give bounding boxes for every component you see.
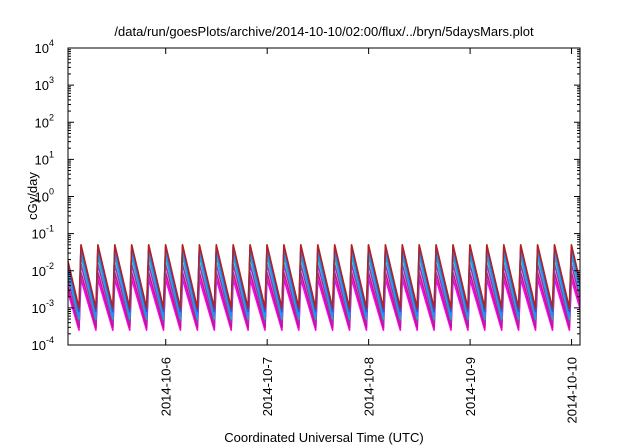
y-tick-label: 10-4	[32, 335, 54, 353]
series-layer	[68, 244, 580, 331]
y-tick-label: 10-1	[32, 224, 54, 242]
y-tick-label: 10-2	[32, 261, 54, 279]
x-tick-label: 2014-10-7	[260, 357, 275, 416]
x-tick-label: 2014-10-10	[565, 357, 580, 424]
x-tick-label: 2014-10-8	[362, 357, 377, 416]
x-tick-label: 2014-10-9	[463, 357, 478, 416]
y-tick-label: 102	[35, 112, 54, 130]
y-tick-label: 100	[35, 187, 54, 205]
y-tick-label: 104	[35, 38, 54, 56]
chart-title: /data/run/goesPlots/archive/2014-10-10/0…	[114, 24, 534, 39]
axes-layer: 10-4 10-3 10-2 10-1 100 101 102 103 104 2014-10-6…	[32, 38, 580, 424]
x-axis-label: Coordinated Universal Time (UTC)	[224, 430, 423, 445]
y-tick-label: 103	[35, 75, 54, 93]
y-tick-label: 10-3	[32, 298, 54, 316]
y-tick-label: 101	[35, 149, 54, 167]
x-tick-label: 2014-10-6	[159, 357, 174, 416]
series-line	[68, 244, 580, 309]
y-axis-label: cGy/day	[25, 172, 40, 220]
